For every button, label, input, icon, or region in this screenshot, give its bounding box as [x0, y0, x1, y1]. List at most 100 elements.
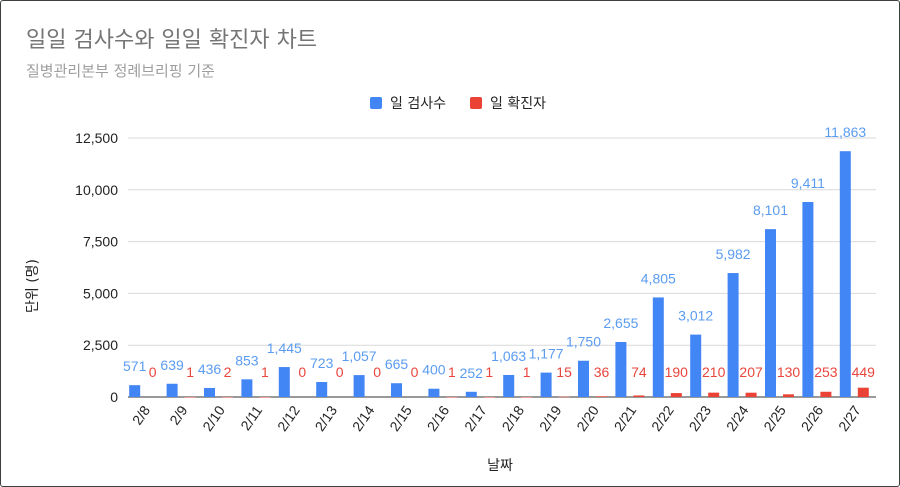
data-label-confirmed: 0	[411, 364, 419, 380]
data-label-tests: 436	[198, 361, 222, 377]
data-label-tests: 5,982	[716, 246, 751, 262]
data-label-tests: 8,101	[753, 202, 788, 218]
bar-tests[interactable]	[802, 202, 814, 397]
y-tick-label: 12,500	[75, 130, 118, 146]
x-tick-label: 2/25	[760, 402, 789, 434]
x-tick-label: 2/8	[129, 402, 153, 427]
bar-confirmed[interactable]	[708, 392, 720, 397]
bar-tests[interactable]	[652, 297, 664, 397]
data-label-tests: 1,063	[491, 348, 526, 364]
bar-tests[interactable]	[503, 374, 515, 397]
bar-tests[interactable]	[428, 388, 440, 397]
x-tick-label: 2/26	[798, 402, 827, 434]
bar-tests[interactable]	[839, 151, 851, 397]
x-axis-title: 날짜	[487, 458, 513, 474]
bar-tests[interactable]	[727, 273, 739, 397]
y-tick-label: 7,500	[83, 234, 118, 250]
data-label-confirmed: 190	[665, 364, 689, 380]
x-tick-label: 2/13	[311, 402, 340, 434]
bar-confirmed[interactable]	[483, 396, 495, 398]
x-tick-label: 2/22	[648, 402, 677, 434]
bar-confirmed[interactable]	[783, 394, 794, 397]
y-tick-label: 0	[110, 389, 118, 405]
data-label-confirmed: 130	[777, 364, 801, 380]
legend-label[interactable]: 일 확진자	[490, 96, 546, 112]
data-label-tests: 723	[310, 355, 334, 371]
bar-confirmed[interactable]	[596, 396, 607, 397]
data-label-confirmed: 1	[261, 364, 269, 380]
y-tick-label: 5,000	[83, 285, 118, 301]
x-tick-label: 2/16	[424, 402, 453, 434]
x-tick-label: 2/9	[166, 402, 190, 427]
data-label-confirmed: 449	[852, 364, 876, 380]
bar-tests[interactable]	[166, 383, 178, 397]
bar-confirmed[interactable]	[745, 392, 757, 397]
x-tick-label: 2/27	[835, 402, 864, 434]
bar-tests[interactable]	[765, 229, 776, 397]
data-label-tests: 1,750	[566, 334, 601, 350]
bar-confirmed[interactable]	[184, 396, 196, 398]
bar-tests[interactable]	[316, 382, 328, 397]
data-label-tests: 1,445	[267, 340, 302, 356]
data-label-tests: 9,411	[791, 175, 825, 191]
y-tick-label: 10,000	[75, 182, 118, 198]
bar-confirmed[interactable]	[857, 387, 869, 397]
bar-confirmed[interactable]	[521, 396, 533, 398]
bar-tests[interactable]	[391, 383, 402, 397]
data-label-tests: 400	[422, 362, 446, 378]
data-label-confirmed: 0	[373, 364, 381, 380]
data-label-tests: 11,863	[824, 124, 866, 140]
bar-confirmed[interactable]	[446, 396, 458, 398]
x-tick-label: 2/18	[498, 402, 527, 434]
bar-tests[interactable]	[578, 360, 589, 397]
data-label-confirmed: 1	[485, 364, 493, 380]
legend-label[interactable]: 일 검사수	[390, 96, 446, 112]
x-tick-label: 2/12	[274, 402, 303, 434]
bar-tests[interactable]	[241, 379, 253, 397]
bar-tests[interactable]	[129, 385, 141, 397]
data-label-confirmed: 1	[523, 364, 531, 380]
data-label-tests: 2,655	[603, 315, 638, 331]
bar-tests[interactable]	[540, 372, 552, 397]
y-tick-label: 2,500	[83, 337, 118, 353]
bar-confirmed[interactable]	[558, 396, 570, 398]
x-tick-label: 2/21	[611, 402, 640, 434]
data-label-confirmed: 0	[149, 364, 157, 380]
bar-tests[interactable]	[353, 375, 365, 397]
x-tick-label: 2/14	[349, 402, 378, 434]
data-label-confirmed: 74	[631, 364, 647, 380]
data-label-tests: 1,057	[342, 348, 377, 364]
bar-confirmed[interactable]	[633, 395, 645, 397]
data-label-tests: 571	[123, 358, 147, 374]
legend-swatch	[370, 97, 382, 109]
x-tick-label: 2/24	[723, 402, 752, 434]
x-tick-label: 2/19	[536, 402, 565, 434]
bar-tests[interactable]	[615, 341, 627, 397]
bar-confirmed[interactable]	[670, 393, 682, 397]
bar-tests[interactable]	[204, 387, 215, 397]
data-label-tests: 665	[385, 356, 409, 372]
bar-tests[interactable]	[278, 367, 290, 397]
x-tick-label: 2/23	[685, 402, 714, 434]
data-label-confirmed: 207	[739, 364, 763, 380]
data-label-confirmed: 1	[186, 364, 194, 380]
x-tick-label: 2/15	[386, 402, 415, 434]
bar-tests[interactable]	[465, 391, 477, 397]
data-label-tests: 252	[460, 365, 484, 381]
data-label-confirmed: 36	[594, 364, 610, 380]
bar-confirmed[interactable]	[222, 396, 233, 398]
data-label-confirmed: 1	[448, 364, 456, 380]
chart-subtitle: 질병관리본부 정례브리핑 기준	[26, 62, 215, 80]
chart-title: 일일 검사수와 일일 확진자 차트	[26, 28, 318, 53]
x-tick-label: 2/17	[461, 402, 490, 434]
x-tick-label: 2/10	[199, 402, 228, 434]
bar-confirmed[interactable]	[259, 396, 271, 398]
legend[interactable]: 일 검사수 일 확진자	[370, 96, 546, 112]
bars	[129, 151, 869, 398]
bar-confirmed[interactable]	[820, 391, 832, 397]
bar-tests[interactable]	[690, 334, 702, 397]
data-label-confirmed: 210	[702, 364, 726, 380]
